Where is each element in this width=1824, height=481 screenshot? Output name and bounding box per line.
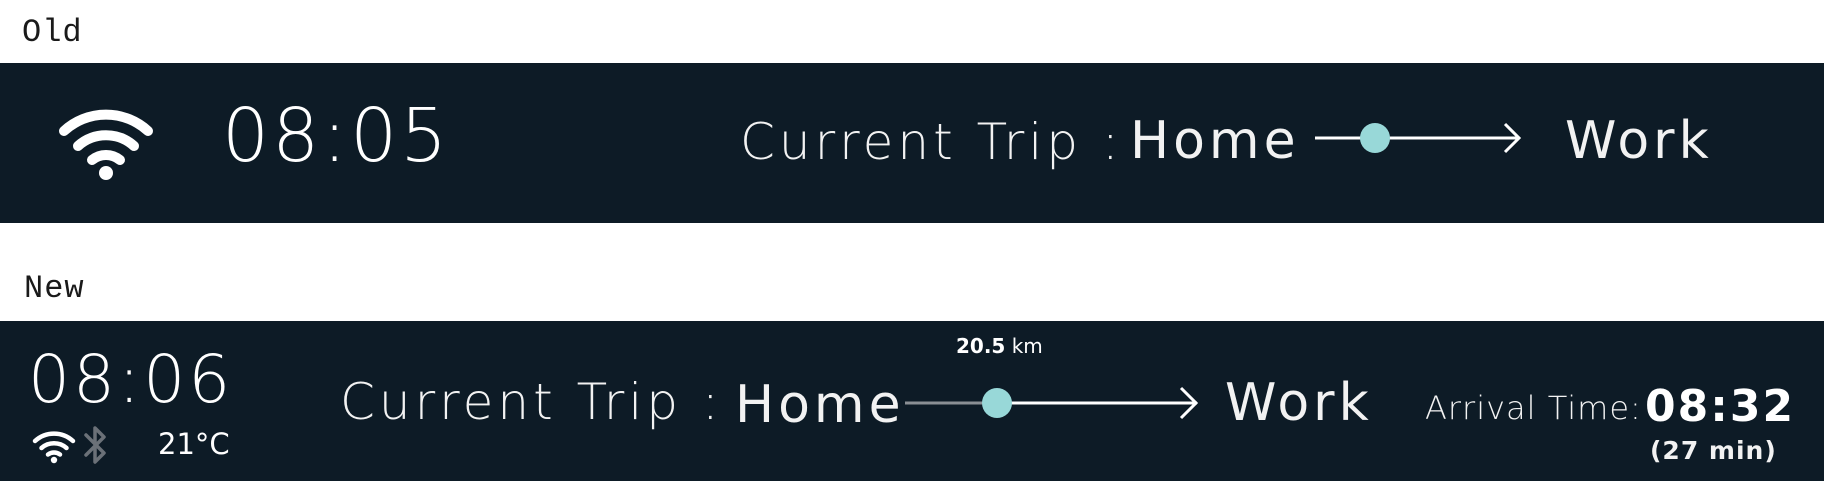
- distance-readout: 20.5 km: [956, 334, 1043, 358]
- arrival-time: 08:32: [1645, 381, 1796, 432]
- trip-destination: Work: [1225, 373, 1373, 433]
- route-progress: [1315, 118, 1525, 162]
- trip-label: Current Trip :: [340, 373, 723, 431]
- clock-time: 08:05: [222, 93, 451, 179]
- trip-origin: Home: [735, 375, 905, 435]
- temperature: 21°C: [158, 427, 230, 461]
- new-caption: New: [24, 270, 85, 307]
- clock-time: 08:06: [28, 341, 234, 418]
- trip-label: Current Trip :: [740, 113, 1123, 171]
- distance-value: 20.5: [956, 334, 1006, 358]
- old-caption: Old: [22, 14, 83, 51]
- route-progress: [905, 383, 1200, 427]
- old-status-bar: 08:05 Current Trip : Home Work: [0, 63, 1824, 223]
- new-status-bar: 08:06 21°C Current Trip : Home 20.5 km W…: [0, 321, 1824, 481]
- trip-origin: Home: [1130, 111, 1300, 171]
- wifi-icon: [58, 103, 154, 185]
- trip-destination: Work: [1565, 111, 1713, 171]
- distance-unit: km: [1011, 334, 1043, 358]
- wifi-icon: [32, 428, 76, 468]
- trip-duration: (27 min): [1650, 436, 1777, 465]
- bluetooth-icon: [82, 424, 108, 470]
- arrival-label: Arrival Time:: [1425, 389, 1642, 427]
